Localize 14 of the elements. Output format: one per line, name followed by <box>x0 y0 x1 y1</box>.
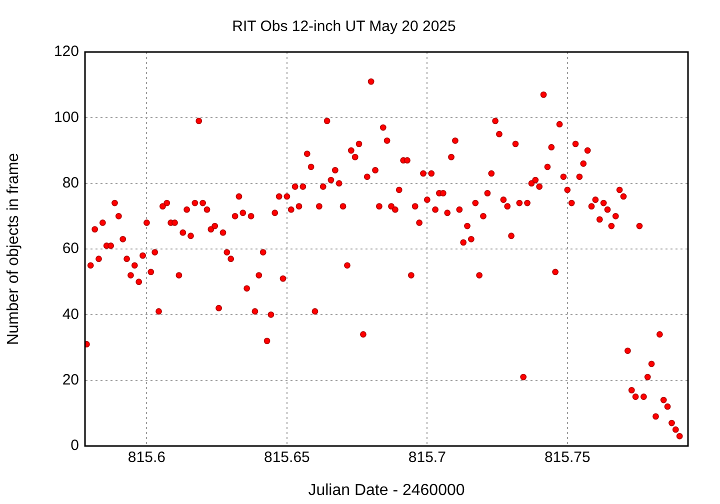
x-tick-label: 815.65 <box>264 449 310 466</box>
y-axis-title: Number of objects in frame <box>5 152 22 346</box>
x-tick-label: 815.7 <box>408 449 446 466</box>
chart-title: RIT Obs 12-inch UT May 20 2025 <box>232 18 456 36</box>
y-tick-label: 80 <box>62 174 79 192</box>
y-tick-label: 60 <box>62 240 79 258</box>
y-tick-label: 100 <box>54 108 79 126</box>
y-tick-label: 120 <box>54 43 79 60</box>
y-tick-label: 20 <box>62 371 79 388</box>
y-tick-label: 0 <box>70 437 79 454</box>
x-tick-label: 815.75 <box>544 449 590 466</box>
y-tick-label: 40 <box>62 306 79 323</box>
x-tick-label: 815.6 <box>128 449 166 466</box>
x-axis-title: Julian Date - 2460000 <box>308 482 465 499</box>
